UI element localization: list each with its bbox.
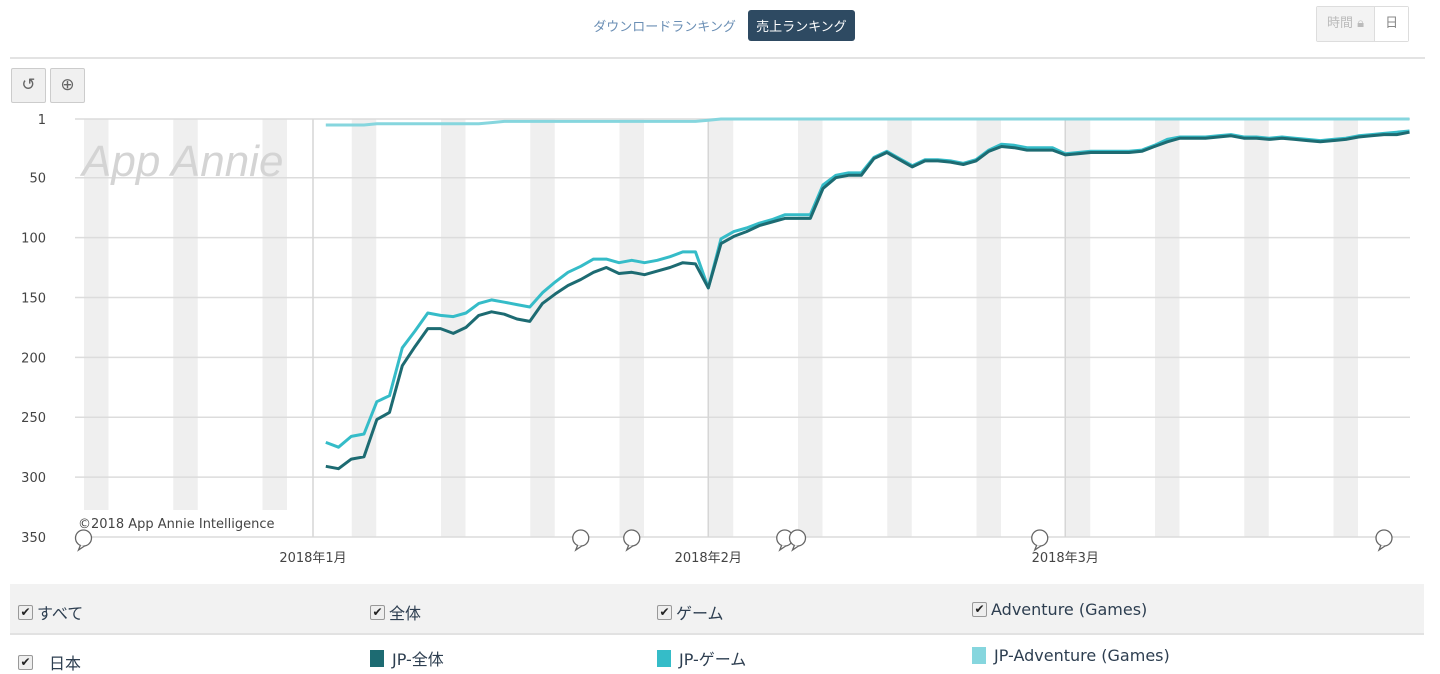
y-tick-label: 300 [21,471,46,486]
y-tick-label: 250 [21,411,46,426]
note-bubble-icon[interactable] [790,530,806,550]
note-bubble-icon[interactable] [1032,530,1048,550]
y-tick-label: 100 [21,232,46,247]
legend-label: JP-ゲーム [679,646,746,670]
legend-series-2[interactable]: JP-Adventure (Games) [972,646,1170,665]
y-tick-label: 50 [29,172,46,187]
filter-label: すべて [37,600,83,624]
legend-series-0[interactable]: JP-全体 [370,646,444,670]
weekend-band [887,119,912,537]
filter-3[interactable]: ✔ Adventure (Games) [972,600,1147,619]
x-tick-label: 2018年2月 [675,551,742,566]
y-tick-label: 200 [21,351,46,366]
filter-0[interactable]: ✔ すべて [18,600,83,624]
legend-label: JP-全体 [392,646,444,670]
weekend-band [352,119,377,537]
legend-label: JP-Adventure (Games) [994,646,1170,665]
x-tick-label: 2018年1月 [279,551,346,566]
country-filter[interactable]: ✔ 日本 [18,650,81,674]
checkbox[interactable]: ✔ [18,605,33,620]
weekend-band [977,119,1002,537]
checkbox[interactable]: ✔ [972,602,987,617]
note-bubble-icon[interactable] [624,530,640,550]
weekend-band [1066,119,1091,537]
legend-swatch [370,650,384,667]
legend-swatch [972,647,986,664]
weekend-band [1244,119,1269,537]
filter-1[interactable]: ✔ 全体 [370,600,421,624]
checkbox[interactable]: ✔ [370,605,385,620]
filter-2[interactable]: ✔ ゲーム [657,600,724,624]
note-bubble-icon[interactable] [1376,530,1392,550]
filter-label: Adventure (Games) [991,600,1147,619]
legend-series-1[interactable]: JP-ゲーム [657,646,746,670]
checkbox[interactable]: ✔ [18,655,33,670]
x-tick-label: 2018年3月 [1032,551,1099,566]
y-tick-label: 150 [21,291,46,306]
legend-swatch [657,650,671,667]
note-bubble-icon[interactable] [573,530,589,550]
copyright: ©2018 App Annie Intelligence [78,517,275,532]
checkbox[interactable]: ✔ [657,605,672,620]
y-tick-label: 1 [38,113,46,128]
weekend-band [709,119,734,537]
watermark: App Annie [79,137,283,186]
weekend-band [798,119,823,537]
weekend-band [1155,119,1180,537]
weekend-band [620,119,645,537]
filter-label: ゲーム [676,600,724,624]
weekend-band [1334,119,1359,537]
country-label: 日本 [49,650,81,674]
y-tick-label: 350 [21,531,46,546]
filter-label: 全体 [389,600,421,624]
note-bubble-icon[interactable] [76,530,92,550]
weekend-band [530,119,555,537]
